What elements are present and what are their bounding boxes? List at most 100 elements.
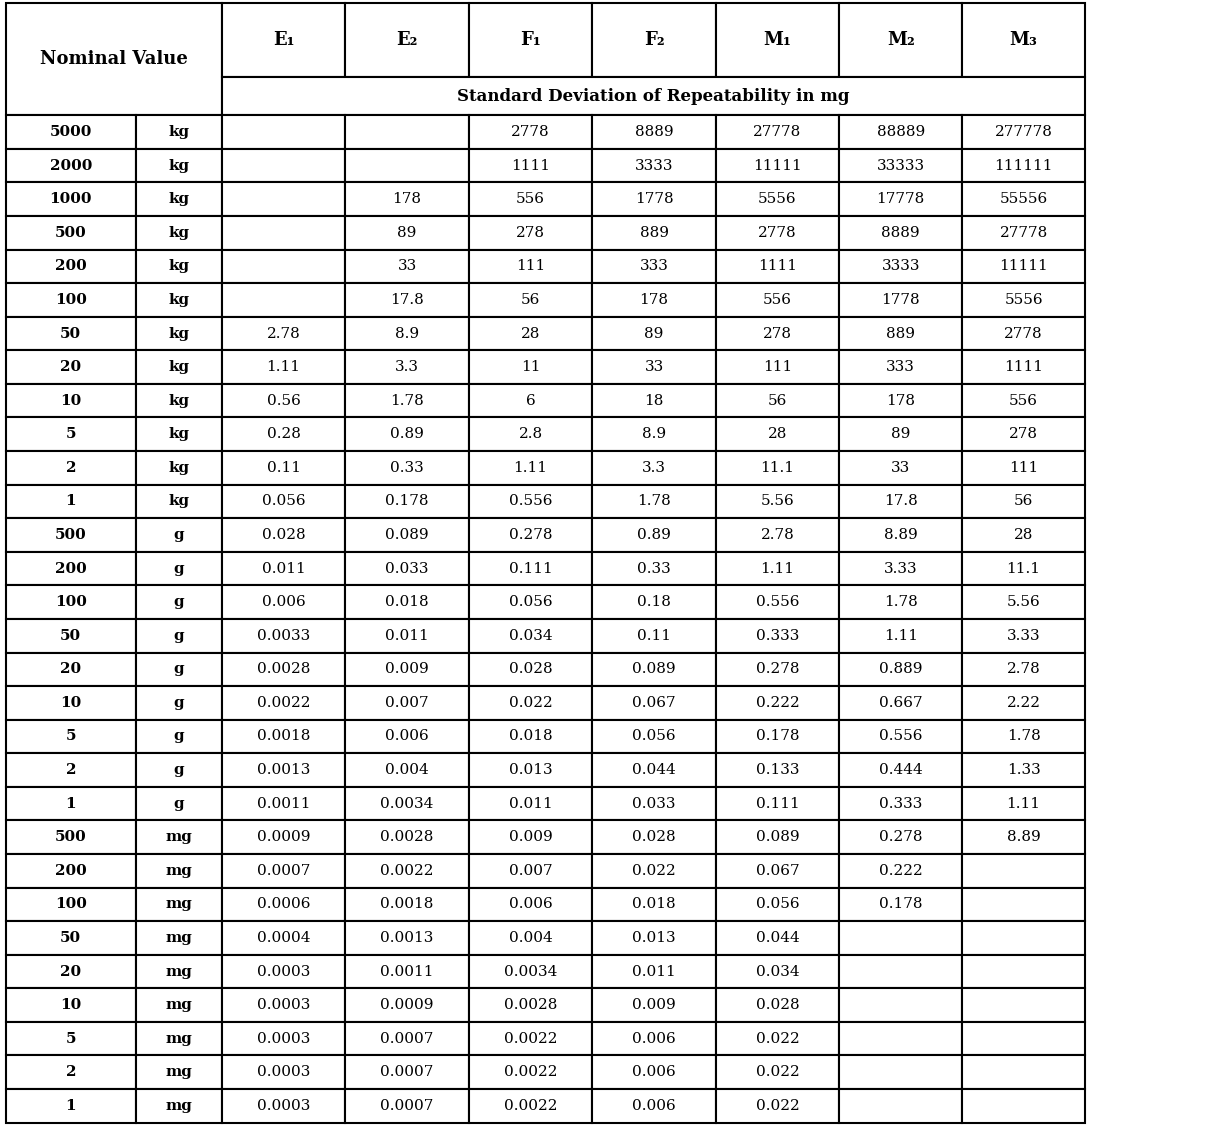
Text: 0.0028: 0.0028 (257, 662, 311, 677)
Text: 0.004: 0.004 (509, 931, 552, 945)
Text: 1778: 1778 (635, 193, 674, 206)
Text: g: g (174, 696, 185, 709)
Text: 0.278: 0.278 (756, 662, 799, 677)
Text: 0.556: 0.556 (879, 730, 923, 743)
Text: 111: 111 (762, 360, 793, 374)
Bar (6, 619, 136, 653)
Bar (469, 854, 592, 887)
Bar (963, 250, 1085, 283)
Text: 0.056: 0.056 (262, 494, 306, 509)
Text: 0.0034: 0.0034 (504, 965, 557, 978)
Text: 0.0007: 0.0007 (380, 1031, 433, 1046)
Bar (839, 283, 963, 316)
Bar (222, 418, 345, 452)
Text: 0.0022: 0.0022 (504, 1031, 557, 1046)
Text: 500: 500 (55, 226, 86, 240)
Bar (716, 484, 839, 518)
Bar (222, 484, 345, 518)
Bar (839, 1022, 963, 1055)
Bar (222, 1022, 345, 1055)
Text: 1.78: 1.78 (637, 494, 671, 509)
Bar (136, 619, 222, 653)
Text: 8.89: 8.89 (1006, 830, 1040, 844)
Text: 28: 28 (767, 427, 787, 441)
Text: 0.013: 0.013 (509, 763, 552, 777)
Bar (345, 586, 469, 619)
Text: 0.222: 0.222 (755, 696, 799, 709)
Text: 5556: 5556 (1004, 293, 1043, 307)
Bar (345, 283, 469, 316)
Bar (716, 586, 839, 619)
Text: 50: 50 (61, 327, 81, 340)
Text: 0.556: 0.556 (509, 494, 552, 509)
Bar (222, 753, 345, 787)
Text: mg: mg (165, 931, 192, 945)
Bar (345, 787, 469, 821)
Text: 0.022: 0.022 (755, 1065, 799, 1079)
Text: M₂: M₂ (886, 32, 914, 50)
Text: 0.011: 0.011 (262, 562, 306, 575)
Text: kg: kg (169, 293, 189, 307)
Bar (136, 384, 222, 418)
Text: mg: mg (165, 998, 192, 1012)
Text: 0.111: 0.111 (509, 562, 552, 575)
Bar (839, 149, 963, 182)
Text: 178: 178 (886, 394, 915, 408)
Bar (6, 854, 136, 887)
Bar (469, 216, 592, 250)
Text: 111111: 111111 (994, 159, 1053, 172)
Text: mg: mg (165, 1099, 192, 1112)
Bar (469, 1089, 592, 1123)
Bar (345, 182, 469, 216)
Bar (6, 418, 136, 452)
Text: 2.78: 2.78 (761, 528, 794, 542)
Bar (839, 3, 963, 78)
Text: 0.044: 0.044 (632, 763, 676, 777)
Text: 3.33: 3.33 (1006, 628, 1040, 643)
Bar (469, 1022, 592, 1055)
Text: 89: 89 (397, 226, 416, 240)
Bar (6, 1089, 136, 1123)
Bar (839, 350, 963, 384)
Text: 28: 28 (1014, 528, 1033, 542)
Bar (592, 753, 716, 787)
Bar (345, 887, 469, 921)
Text: 8.89: 8.89 (884, 528, 918, 542)
Text: 11: 11 (521, 360, 540, 374)
Bar (136, 283, 222, 316)
Bar (839, 552, 963, 586)
Bar (222, 854, 345, 887)
Text: 1: 1 (66, 1099, 76, 1112)
Bar (222, 78, 1085, 115)
Bar (136, 518, 222, 552)
Text: 20: 20 (61, 662, 81, 677)
Bar (222, 384, 345, 418)
Text: 17.8: 17.8 (390, 293, 424, 307)
Bar (963, 720, 1085, 753)
Bar (839, 250, 963, 283)
Text: 3.33: 3.33 (884, 562, 918, 575)
Bar (6, 586, 136, 619)
Text: 0.0003: 0.0003 (257, 1065, 311, 1079)
Bar (839, 887, 963, 921)
Text: 0.006: 0.006 (632, 1099, 676, 1112)
Bar (345, 854, 469, 887)
Bar (469, 955, 592, 989)
Text: 0.022: 0.022 (509, 696, 552, 709)
Text: 28: 28 (521, 327, 540, 340)
Bar (963, 854, 1085, 887)
Bar (136, 250, 222, 283)
Text: 0.028: 0.028 (756, 998, 799, 1012)
Text: 33333: 33333 (877, 159, 925, 172)
Text: 5: 5 (66, 730, 76, 743)
Bar (716, 384, 839, 418)
Bar (6, 921, 136, 955)
Text: 111: 111 (1009, 461, 1038, 475)
Text: 10: 10 (61, 696, 81, 709)
Bar (6, 182, 136, 216)
Bar (592, 1022, 716, 1055)
Text: 1.78: 1.78 (1006, 730, 1040, 743)
Text: 0.028: 0.028 (262, 528, 306, 542)
Text: 1.11: 1.11 (884, 628, 918, 643)
Text: 0.333: 0.333 (879, 796, 923, 811)
